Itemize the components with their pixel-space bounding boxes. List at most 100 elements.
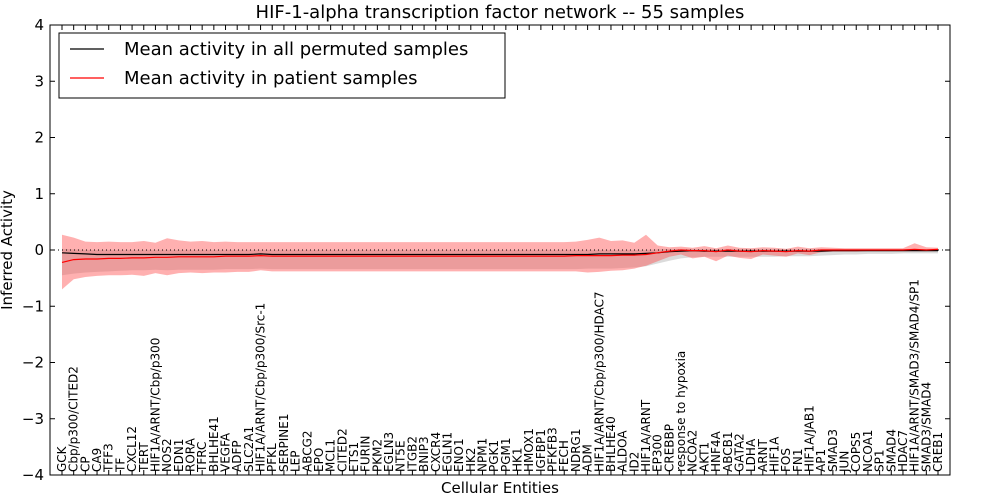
x-tick-label: ENO1 bbox=[452, 438, 466, 472]
x-tick-label: PFKL bbox=[265, 443, 279, 472]
y-tick-label: −2 bbox=[22, 354, 44, 372]
x-tick-label: EP300 bbox=[651, 434, 665, 472]
x-tick-label: COPS5 bbox=[849, 432, 863, 472]
x-tick-label: NOS2 bbox=[160, 438, 174, 472]
x-tick-label: HIF1A/ARNT/Cbp/p300/Src-1 bbox=[254, 303, 268, 472]
x-tick-label: GATA2 bbox=[732, 433, 746, 472]
x-tick-label: ALDOA bbox=[616, 430, 630, 472]
y-tick-label: 1 bbox=[34, 185, 44, 203]
x-tick-label: CREB1 bbox=[931, 432, 945, 472]
legend: Mean activity in all permuted samples Me… bbox=[58, 32, 506, 99]
series-line-patient bbox=[61, 248, 939, 263]
x-tick-label: FURIN bbox=[359, 435, 373, 472]
x-tick-label: NDRG1 bbox=[569, 429, 583, 473]
x-tick-label: ABCG2 bbox=[300, 430, 314, 472]
y-axis-ticks: 4 3 2 1 0 −1 −2 −3 −4 bbox=[22, 16, 950, 484]
x-tick-label: response to hypoxia bbox=[674, 351, 688, 472]
x-tick-label: NCOA1 bbox=[861, 430, 875, 472]
x-tick-label: LDHA bbox=[744, 438, 758, 472]
y-tick-label: 3 bbox=[34, 72, 44, 90]
x-tick-label: EGLN3 bbox=[382, 432, 396, 472]
x-tick-label: SERPINE1 bbox=[277, 413, 291, 472]
x-tick-label: CXCL12 bbox=[125, 426, 139, 472]
x-tick-label: HIF1A/ARNT/Cbp/p300/HDAC7 bbox=[592, 291, 606, 472]
x-tick-label: FECH bbox=[557, 440, 571, 472]
x-tick-label: Cbp/p300/CITED2 bbox=[67, 366, 81, 472]
x-tick-label: SMAD3/SMAD4 bbox=[919, 382, 933, 472]
plot-area bbox=[50, 234, 950, 290]
x-tick-label: BNIP3 bbox=[417, 436, 431, 472]
x-tick-label: FOS bbox=[779, 448, 793, 472]
x-tick-label: ADM bbox=[581, 444, 595, 472]
x-tick-label: CXCR4 bbox=[429, 432, 443, 472]
x-tick-label: NCOA2 bbox=[686, 430, 700, 472]
x-tick-label: RORA bbox=[184, 437, 198, 472]
x-tick-label: HNF4A bbox=[709, 430, 723, 472]
x-tick-label: TF bbox=[113, 458, 127, 473]
x-tick-label: ARNT bbox=[756, 438, 770, 472]
x-tick-label: PGM1 bbox=[499, 437, 513, 472]
x-tick-label: HDAC7 bbox=[896, 430, 910, 472]
x-tick-label: PGK1 bbox=[487, 440, 501, 472]
legend-label-permuted: Mean activity in all permuted samples bbox=[124, 39, 468, 60]
plot-frame bbox=[49, 24, 951, 476]
y-tick-label: 0 bbox=[34, 241, 44, 259]
x-tick-label: HIF1A/ARNT/SMAD3/SMAD4/SP1 bbox=[908, 279, 922, 472]
x-tick-label: GCK bbox=[55, 445, 69, 472]
x-tick-label: HK1 bbox=[511, 447, 525, 472]
permuted-confidence-band bbox=[62, 248, 938, 276]
x-tick-label: CREBBP bbox=[662, 424, 676, 472]
y-tick-label: −1 bbox=[22, 297, 44, 315]
x-tick-label: ADFP bbox=[230, 440, 244, 472]
y-tick-label: −3 bbox=[22, 410, 44, 428]
x-tick-label: TERT bbox=[137, 442, 151, 473]
x-tick-label: TFF3 bbox=[102, 443, 116, 473]
x-tick-label: CP bbox=[78, 456, 92, 472]
x-tick-label: NPM1 bbox=[476, 438, 490, 472]
x-tick-label: IGFBP1 bbox=[534, 429, 548, 472]
y-axis-label: Inferred Activity bbox=[0, 190, 16, 310]
x-tick-label: EDN1 bbox=[172, 439, 186, 472]
x-tick-label: FN1 bbox=[791, 448, 805, 472]
y-tick-label: −4 bbox=[22, 466, 44, 484]
x-tick-label: JUN bbox=[838, 451, 852, 473]
x-tick-label: PFKFB3 bbox=[546, 427, 560, 472]
x-tick-label: ETS1 bbox=[347, 442, 361, 472]
x-tick-label: PKM2 bbox=[370, 439, 384, 472]
x-tick-label: HIF1A/JAB1 bbox=[803, 405, 817, 472]
x-tick-label: SLC2A1 bbox=[242, 426, 256, 472]
patient-confidence-band bbox=[62, 234, 938, 290]
x-tick-label: HMOX1 bbox=[522, 428, 536, 472]
x-tick-label: HIF1A/ARNT bbox=[639, 399, 653, 472]
x-axis-ticks: GCKCbp/p300/CITED2CPCA9TFF3TFCXCL12TERTH… bbox=[55, 25, 945, 475]
x-tick-label: BHLHE41 bbox=[207, 416, 221, 472]
x-tick-label: HIF1A bbox=[768, 436, 782, 472]
x-tick-label: NT5E bbox=[394, 440, 408, 472]
x-tick-label: CITED2 bbox=[335, 428, 349, 472]
x-tick-label: BHLHE40 bbox=[604, 416, 618, 472]
legend-box bbox=[58, 32, 506, 99]
x-tick-label: EPO bbox=[312, 448, 326, 472]
x-tick-label: HIF1A/ARNT/Cbp/p300 bbox=[148, 338, 162, 472]
x-axis-label: Cellular Entities bbox=[441, 479, 559, 497]
x-tick-label: LEP bbox=[289, 450, 303, 472]
x-tick-label: SMAD3 bbox=[826, 429, 840, 472]
x-tick-label: SP1 bbox=[873, 450, 887, 473]
x-tick-label: EGLN1 bbox=[440, 432, 454, 472]
x-tick-label: VEGFA bbox=[219, 432, 233, 472]
x-tick-label: AKT1 bbox=[697, 442, 711, 472]
x-tick-label: ID2 bbox=[627, 452, 641, 472]
x-tick-label: ITGB2 bbox=[405, 436, 419, 472]
x-tick-label: ABCB1 bbox=[721, 432, 735, 472]
chart-title: HIF-1-alpha transcription factor network… bbox=[256, 2, 745, 23]
x-tick-label: TFRC bbox=[195, 442, 209, 473]
y-tick-label: 4 bbox=[34, 16, 44, 34]
x-tick-label: SMAD4 bbox=[884, 429, 898, 472]
x-tick-label: AP1 bbox=[814, 449, 828, 472]
x-tick-label: HK2 bbox=[464, 447, 478, 472]
y-tick-label: 2 bbox=[34, 129, 44, 147]
x-tick-label: MCL1 bbox=[324, 439, 338, 472]
legend-label-patient: Mean activity in patient samples bbox=[124, 68, 418, 89]
x-tick-label: CA9 bbox=[90, 448, 104, 472]
